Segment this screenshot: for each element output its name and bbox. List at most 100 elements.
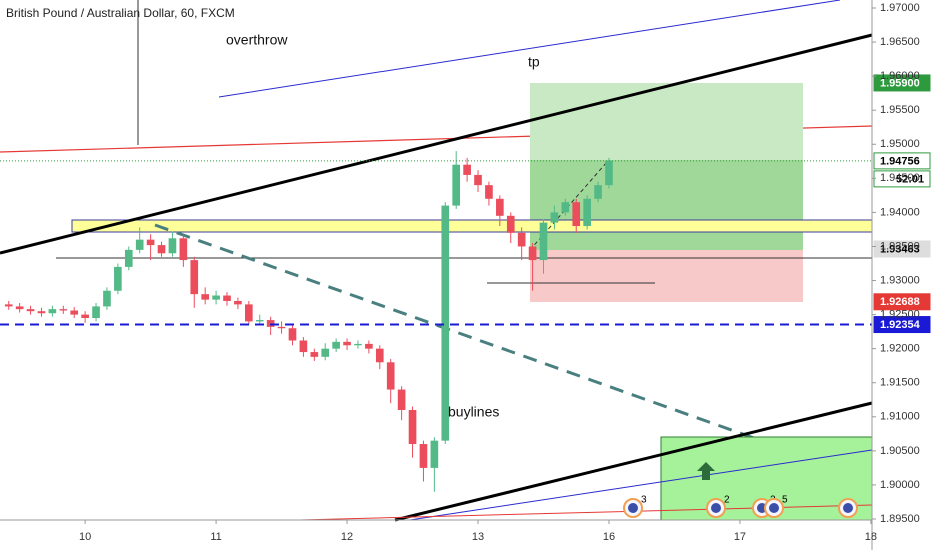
y-tick-label: 1.90000 — [880, 479, 920, 491]
candle-body — [397, 389, 406, 410]
candle-body — [321, 348, 330, 357]
levels: 1.95900 1.94756 52:01 1.93463 1.92688 1.92354 — [0, 74, 931, 334]
candle-body — [430, 440, 439, 468]
candle-body — [375, 348, 384, 363]
candle-body — [212, 295, 220, 300]
y-tick-label: 1.89500 — [880, 513, 920, 525]
candle-body — [124, 249, 133, 267]
x-tick-label: 10 — [79, 531, 91, 543]
price-tag-label: 1.92354 — [880, 319, 921, 331]
y-tick-label: 1.96000 — [880, 70, 920, 82]
countdown: 52:01 — [896, 173, 924, 185]
candle-body — [223, 295, 231, 301]
y-tick-label: 1.91500 — [880, 377, 920, 389]
y-tick-label: 1.95000 — [880, 138, 920, 150]
event-count: 3 — [641, 495, 647, 506]
event-count: 5 — [782, 495, 788, 506]
candle-body — [26, 309, 35, 312]
y-tick-label: 1.92500 — [880, 309, 920, 321]
trend-line — [394, 401, 873, 522]
x-tick-label: 12 — [341, 531, 353, 543]
event-flag — [711, 503, 721, 513]
y-tick-label: 1.93500 — [880, 240, 920, 252]
candle-body — [59, 309, 68, 311]
trend-line — [0, 33, 873, 255]
y-tick-label: 1.95500 — [880, 104, 920, 116]
x-tick-label: 11 — [210, 531, 221, 543]
candle-body — [419, 444, 428, 468]
y-tick-label: 1.96500 — [880, 36, 920, 48]
candle-body — [299, 340, 308, 353]
x-tick-label: 17 — [734, 531, 746, 543]
event-flag — [843, 503, 853, 513]
y-tick-label: 1.92000 — [880, 343, 920, 355]
chart-title: British Pound / Australian Dollar, 60, F… — [6, 6, 235, 20]
candle-body — [114, 266, 122, 291]
price-tag — [873, 316, 931, 334]
candle-body — [506, 215, 515, 233]
price-tag — [873, 152, 931, 170]
y-tick-label: 1.97000 — [880, 2, 920, 14]
price-tag — [873, 293, 931, 311]
candle-body — [135, 239, 144, 250]
x-tick-label: 16 — [603, 531, 615, 543]
x-tick-label: 13 — [472, 531, 484, 543]
candle-body — [583, 198, 591, 227]
candle-body — [201, 294, 209, 300]
candle-body — [15, 306, 24, 310]
channel-line — [409, 449, 873, 521]
y-tick-label: 1.93000 — [880, 274, 920, 286]
candle-body — [485, 185, 493, 199]
candle-body — [550, 212, 559, 223]
y-tick-label: 1.90500 — [880, 445, 920, 457]
candle-body — [332, 341, 340, 349]
price-tag-label: 1.95900 — [880, 77, 920, 89]
candle-body — [539, 222, 548, 261]
x-tick-label: 18 — [865, 531, 877, 543]
price-tag-label: 1.94756 — [880, 155, 920, 167]
event-count: 2 — [724, 495, 730, 506]
candle-body — [288, 328, 297, 341]
up-arrow — [697, 462, 715, 480]
candle-body — [37, 311, 46, 314]
zone-band — [71, 219, 873, 233]
candle-body — [463, 164, 471, 175]
candle-body — [81, 314, 89, 319]
candle-body — [168, 238, 177, 254]
candle-body — [255, 320, 264, 322]
candle-body — [234, 300, 242, 305]
channel-line — [218, 0, 841, 98]
price-tag-label: 1.92688 — [880, 296, 920, 308]
y-tick-label: 1.94000 — [880, 206, 920, 218]
annotation: overthrow — [226, 32, 288, 48]
y-tick-label: 1.91000 — [880, 411, 920, 423]
candle-body — [441, 205, 450, 441]
candle-body — [605, 160, 613, 186]
candles — [4, 151, 613, 492]
annotation: buylines — [448, 404, 499, 420]
candle-body — [190, 260, 199, 295]
y-tick-label: 1.94500 — [880, 172, 920, 184]
countdown-tag — [873, 170, 931, 188]
candle-body — [310, 352, 319, 357]
candle-body — [452, 164, 461, 206]
candle-body — [594, 185, 602, 199]
candle-body — [496, 198, 504, 216]
candle-body — [157, 245, 166, 254]
candle-body — [343, 341, 351, 346]
candle-body — [92, 306, 100, 319]
drawings — [0, 0, 873, 522]
event-flag — [628, 503, 638, 513]
candle-body — [4, 304, 13, 307]
candle-body — [245, 304, 253, 322]
price-tag-label: 1.93463 — [880, 243, 920, 255]
candle-body — [266, 320, 275, 327]
candle-body — [146, 239, 155, 246]
candle-body — [517, 232, 526, 247]
candle-body — [386, 362, 395, 390]
candle-body — [103, 290, 111, 307]
candle-body — [277, 326, 286, 329]
annotation: tp — [528, 54, 540, 70]
progress-zone — [530, 160, 803, 250]
